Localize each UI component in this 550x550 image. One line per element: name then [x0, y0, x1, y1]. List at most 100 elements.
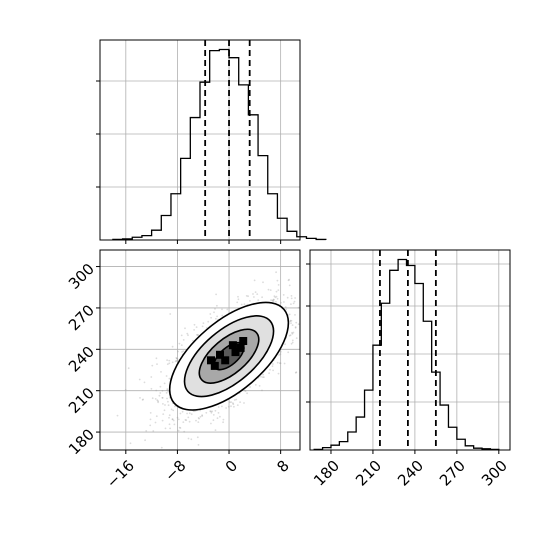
histogram-param-1-quantile-lines: [204, 40, 251, 240]
data-point: [277, 372, 280, 375]
data-point: [173, 423, 176, 426]
data-point: [272, 298, 275, 301]
data-point: [158, 394, 161, 397]
data-point: [161, 397, 164, 399]
data-point: [292, 302, 295, 305]
histogram-param-2-step-line: [313, 258, 500, 451]
data-point: [291, 324, 294, 326]
density-core-cell-6: [207, 356, 215, 365]
data-point: [216, 304, 218, 307]
data-point: [190, 438, 193, 441]
data-point: [171, 361, 174, 364]
data-point: [149, 418, 152, 421]
data-point: [187, 437, 190, 440]
data-point: [289, 320, 292, 323]
data-point: [288, 313, 291, 316]
data-point: [271, 299, 274, 302]
data-point: [165, 392, 168, 394]
data-point: [276, 361, 279, 364]
data-point: [180, 344, 183, 346]
scatter-2d-panel: −16 −8 0 8 180 210 240 270 300: [65, 249, 301, 492]
y-tick-label-1: 210: [65, 384, 98, 417]
data-point: [230, 401, 233, 403]
histogram-param-1-frame: [99, 39, 301, 241]
data-point: [186, 332, 189, 335]
histogram-param-2-ticks: [306, 263, 500, 454]
data-point: [176, 357, 179, 360]
data-point: [157, 401, 160, 404]
data-point: [195, 419, 197, 422]
data-point: [214, 429, 217, 431]
data-point: [254, 384, 257, 386]
data-point: [168, 359, 171, 362]
data-point: [279, 353, 282, 356]
density-core-cell-5: [239, 337, 248, 345]
density-core-cell-2: [231, 348, 240, 357]
data-point: [276, 279, 279, 282]
data-point: [154, 421, 157, 424]
data-point: [175, 357, 178, 359]
data-point: [287, 279, 290, 282]
data-point: [168, 416, 170, 419]
data-point: [256, 293, 259, 295]
data-point: [278, 354, 280, 356]
data-point: [149, 412, 152, 414]
data-point: [262, 281, 264, 284]
data-point: [186, 412, 189, 415]
density-core-cell-7: [236, 343, 245, 352]
data-point: [171, 418, 174, 420]
data-point: [212, 414, 215, 416]
x-tick-label-3: 270: [436, 457, 469, 490]
data-point: [141, 399, 144, 401]
histogram-param-1-ticks: [96, 80, 282, 244]
data-point: [240, 303, 243, 306]
data-point: [232, 402, 234, 404]
data-point: [290, 342, 293, 345]
data-point: [155, 415, 158, 418]
data-point: [170, 408, 173, 411]
data-point: [182, 350, 185, 352]
data-point: [261, 389, 263, 392]
data-point: [268, 372, 270, 375]
data-point: [169, 427, 172, 430]
data-point: [261, 296, 263, 299]
data-point: [237, 298, 240, 301]
x-tick-label-4: 300: [478, 457, 511, 490]
data-point: [221, 314, 224, 317]
data-point: [179, 427, 182, 429]
histogram-param-2-quantile-lines: [379, 250, 437, 450]
data-point: [197, 444, 200, 446]
data-point: [175, 360, 178, 362]
data-point: [160, 446, 163, 449]
data-point: [291, 332, 294, 335]
data-point: [159, 392, 162, 394]
data-point: [182, 421, 185, 423]
data-point: [288, 284, 291, 287]
data-point: [210, 422, 212, 425]
data-point: [269, 368, 271, 371]
data-point: [275, 300, 277, 303]
data-point: [166, 397, 168, 400]
data-point: [233, 405, 235, 408]
data-point: [245, 295, 248, 297]
data-point: [214, 409, 217, 412]
data-point: [177, 429, 180, 432]
data-point: [168, 414, 171, 417]
data-point: [165, 375, 168, 377]
data-point: [293, 300, 296, 303]
x-tick-label-1: 210: [352, 457, 385, 490]
data-point: [176, 360, 178, 362]
data-point: [210, 411, 213, 414]
data-point: [275, 271, 277, 274]
data-point: [167, 404, 170, 407]
data-point: [294, 326, 297, 328]
data-point: [211, 410, 214, 413]
data-point: [288, 334, 291, 337]
data-point: [172, 419, 175, 422]
data-point: [174, 405, 176, 408]
scatter-2d-ticks: [96, 266, 282, 454]
data-point: [185, 419, 188, 422]
contour-2: [183, 315, 275, 398]
data-point: [164, 404, 166, 406]
y-tick-label-3: 270: [65, 301, 98, 334]
